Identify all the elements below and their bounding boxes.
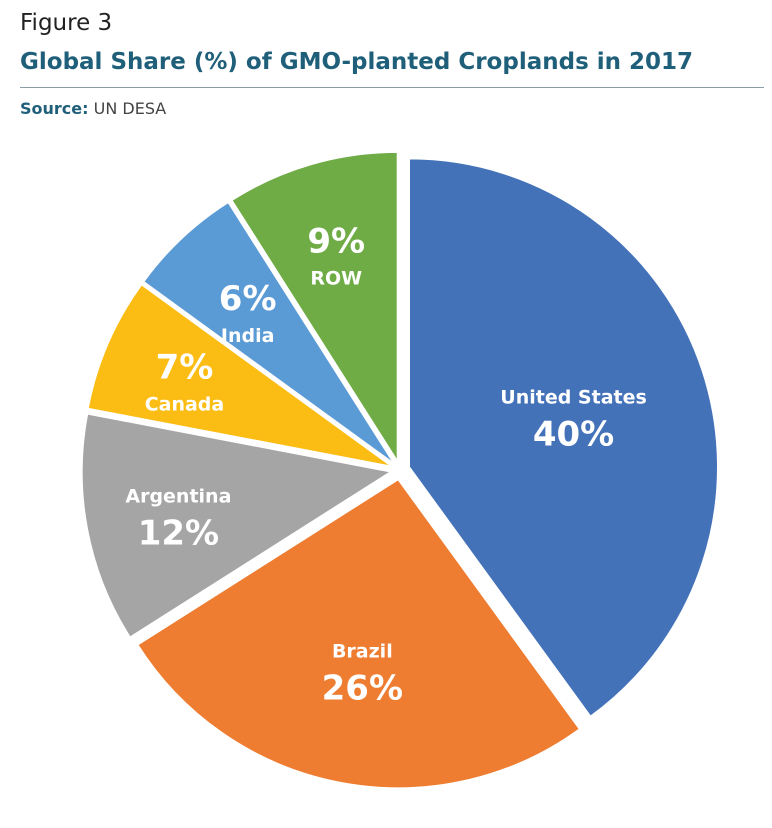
chart-title: Global Share (%) of GMO-planted Cropland… [20,49,694,75]
pie-labels: United States 40% Brazil 26% Argentina 12% Can… [125,221,646,708]
slice-label-argentina: Argentina [125,485,231,507]
slice-value-canada: 7% [156,348,214,388]
slice-label-brazil: Brazil [332,640,393,662]
pie-slice-brazil [137,479,580,789]
slice-value-united-states: 40% [533,415,614,455]
slice-value-india: 6% [219,279,277,319]
pie-slice-argentina [81,413,392,638]
slice-label-row: ROW [310,267,362,289]
pie-slice-united-states [409,158,719,717]
source-line: Source: UN DESA [20,99,166,118]
pie-slice-row [231,151,398,463]
pie-slice-india [143,201,394,464]
source-key: Source: [20,99,89,118]
title-divider [20,87,764,88]
slice-label-india: India [221,325,275,347]
slice-value-brazil: 26% [322,668,403,708]
source-value: UN DESA [93,99,167,118]
slice-value-argentina: 12% [138,513,219,553]
slice-label-canada: Canada [145,394,225,416]
figure-label: Figure 3 [20,10,113,36]
pie-slice-canada [87,284,392,467]
slice-value-row: 9% [307,221,365,261]
pie-slices [81,151,719,789]
slice-label-united-states: United States [500,387,647,409]
